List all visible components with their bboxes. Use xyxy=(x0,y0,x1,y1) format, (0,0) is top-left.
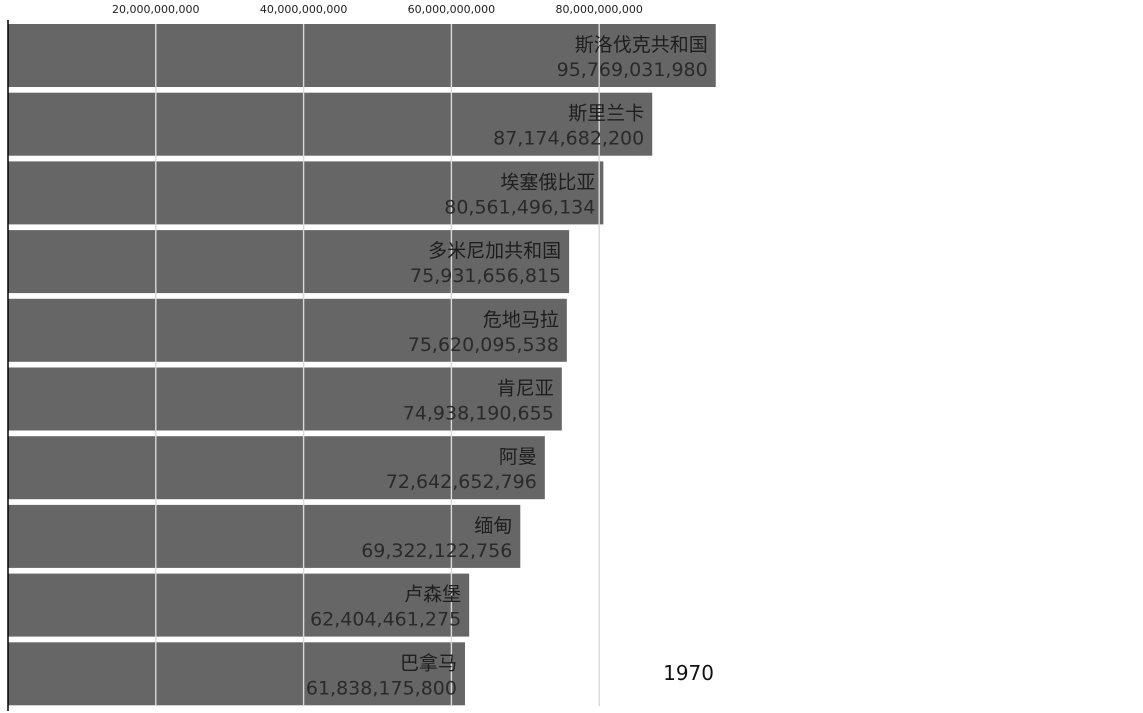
bar-value-label: 74,938,190,655 xyxy=(403,403,554,425)
bar xyxy=(8,298,567,362)
bar xyxy=(8,504,521,568)
bar-category-label: 斯洛伐克共和国 xyxy=(575,34,708,56)
bar xyxy=(8,230,570,294)
bar xyxy=(8,161,604,225)
x-axis-ticks: 20,000,000,000 40,000,000,000 60,000,000,0… xyxy=(112,3,643,16)
period-label: 1970 xyxy=(663,661,714,685)
bar-category-label: 肯尼亚 xyxy=(497,378,554,400)
bars xyxy=(8,24,716,706)
bar-value-label: 80,561,496,134 xyxy=(444,196,595,218)
bar-category-label: 卢森堡 xyxy=(404,584,461,606)
bar-labels: 斯洛伐克共和国 95,769,031,980 斯里兰卡 87,174,682,200 埃… xyxy=(306,34,708,699)
x-tick-label: 20,000,000,000 xyxy=(112,3,199,16)
x-tick-label: 80,000,000,000 xyxy=(555,3,642,16)
bar-category-label: 阿曼 xyxy=(499,446,537,468)
bar-value-label: 75,931,656,815 xyxy=(410,265,561,287)
bar-category-label: 缅甸 xyxy=(474,515,512,537)
bar xyxy=(8,24,716,87)
bar xyxy=(8,367,562,431)
bar-value-label: 61,838,175,800 xyxy=(306,677,457,699)
bar-category-label: 多米尼加共和国 xyxy=(428,240,561,262)
bar xyxy=(8,642,465,706)
bar-value-label: 95,769,031,980 xyxy=(557,59,708,81)
bar xyxy=(8,573,470,637)
bar-value-label: 62,404,461,275 xyxy=(310,609,461,631)
x-tick-label: 60,000,000,000 xyxy=(408,3,495,16)
bar xyxy=(8,92,653,156)
bar-value-label: 75,620,095,538 xyxy=(408,334,559,356)
bar-category-label: 斯里兰卡 xyxy=(568,103,644,125)
bar xyxy=(8,436,545,500)
bar-value-label: 72,642,652,796 xyxy=(386,471,537,493)
x-tick-label: 40,000,000,000 xyxy=(260,3,347,16)
bar-category-label: 巴拿马 xyxy=(400,651,457,674)
gridlines xyxy=(155,24,600,706)
bar-value-label: 69,322,122,756 xyxy=(361,540,512,562)
bar-value-label: 87,174,682,200 xyxy=(493,128,644,150)
bar-category-label: 危地马拉 xyxy=(483,309,559,331)
bar-category-label: 埃塞俄比亚 xyxy=(500,171,595,193)
